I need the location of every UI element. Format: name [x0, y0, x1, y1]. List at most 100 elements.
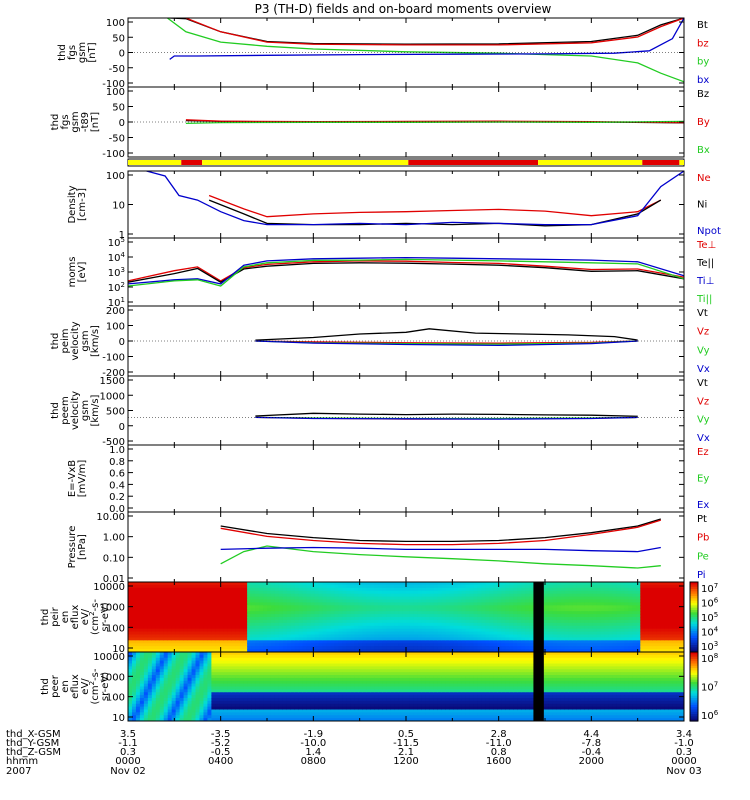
- spectrogram-cell: [263, 692, 268, 696]
- spectrogram-cell: [330, 611, 336, 615]
- spectrogram-cell: [660, 611, 665, 615]
- spectrogram-cell: [509, 646, 514, 650]
- spectrogram-cell: [465, 599, 471, 604]
- spectrogram-cell: [457, 590, 463, 595]
- spectrogram-cell: [465, 584, 471, 589]
- spectrogram-cell: [648, 605, 653, 609]
- spectrogram-cell: [247, 582, 252, 586]
- spectrogram-cell: [219, 628, 224, 633]
- spectrogram-cell: [290, 683, 296, 688]
- spectrogram-cell: [135, 654, 141, 659]
- spectrogram-cell: [294, 712, 300, 716]
- spectrogram-cell: [302, 669, 308, 673]
- spectrogram-cell: [668, 622, 673, 627]
- spectrogram-cell: [552, 584, 558, 589]
- spectrogram-cell: [219, 643, 224, 647]
- spectrogram-cell: [386, 625, 391, 630]
- spectrogram-cell: [453, 637, 459, 641]
- spectrogram-cell: [485, 584, 490, 589]
- spectrogram-cell: [584, 611, 590, 615]
- colorbar-segment: [690, 598, 698, 602]
- spectrogram-cell: [255, 634, 260, 639]
- spectrogram-cell: [207, 686, 212, 690]
- spectrogram-cell: [314, 649, 320, 652]
- spectrogram-cell: [497, 619, 502, 624]
- spectrogram-cell: [139, 692, 145, 696]
- spectrogram-cell: [517, 640, 522, 644]
- spectrogram-cell: [485, 617, 490, 621]
- spectrogram-cell: [143, 706, 149, 711]
- spectrogram-cell: [270, 663, 276, 667]
- spectrogram-cell: [513, 614, 518, 618]
- spectrogram-cell: [282, 587, 288, 592]
- y-tick-label: 50: [112, 33, 125, 44]
- spectrogram-cell: [330, 649, 336, 652]
- spectrogram-cell: [183, 582, 189, 586]
- spectrogram-cell: [342, 596, 348, 601]
- spectrogram-cell: [298, 593, 304, 598]
- spectrogram-cell: [267, 709, 272, 713]
- spectrogram-cell: [151, 608, 157, 612]
- spectrogram-cell: [640, 608, 645, 612]
- spectrogram-cell: [477, 590, 483, 595]
- spectrogram-cell: [143, 608, 149, 612]
- spectrogram-cell: [382, 622, 387, 627]
- spectrogram-cell: [203, 643, 209, 647]
- spectrogram-cell: [243, 652, 248, 656]
- spectrogram-cell: [270, 584, 276, 589]
- spectrogram-cell: [294, 683, 300, 688]
- spectrogram-cell: [596, 643, 602, 647]
- spectrogram-cell: [267, 646, 272, 650]
- spectrogram-cell: [183, 703, 189, 708]
- spectrogram-cell: [215, 657, 220, 662]
- spectrogram-cell: [199, 646, 205, 650]
- spectrogram-cell: [211, 590, 216, 595]
- spectrogram-cell: [334, 617, 340, 621]
- spectrogram-cell: [147, 611, 153, 615]
- spectrogram-cell: [521, 649, 526, 652]
- spectrogram-cell: [195, 605, 201, 609]
- y-axis-label: [nT]: [90, 112, 101, 132]
- spectrogram-cell: [350, 605, 355, 609]
- spectrogram-cell: [624, 631, 629, 636]
- spectrogram-cell: [374, 649, 379, 652]
- spectrogram-cell: [362, 602, 367, 606]
- spectrogram-cell: [417, 625, 423, 630]
- spectrogram-cell: [199, 654, 205, 659]
- spectrogram-cell: [457, 622, 463, 627]
- spectrogram-cell: [223, 680, 228, 685]
- spectrogram-cell: [163, 672, 169, 676]
- spectrogram-cell: [374, 584, 379, 589]
- spectrogram-cell: [163, 646, 169, 650]
- spectrogram-cell: [338, 631, 344, 636]
- spectrogram-cell: [346, 617, 351, 621]
- spectrogram-cell: [616, 584, 622, 589]
- y-tick-label: 0.4: [109, 480, 125, 491]
- spectrogram-cell: [402, 622, 407, 627]
- spectrogram-cell: [552, 611, 558, 615]
- spectrogram-cell: [648, 602, 653, 606]
- spectrogram-cell: [243, 593, 248, 598]
- spectrogram-cell: [179, 646, 185, 650]
- spectrogram-cell: [211, 614, 216, 618]
- spectrogram-cell: [187, 663, 193, 667]
- spectrogram-cell: [247, 669, 252, 673]
- spectrogram-cell: [231, 703, 236, 708]
- spectrogram-cell: [592, 590, 598, 595]
- spectrogram-cell: [680, 614, 684, 618]
- spectrogram-cell: [568, 631, 574, 636]
- spectrogram-cell: [270, 715, 276, 719]
- spectrogram-cell: [207, 677, 212, 682]
- spectrogram-cell: [378, 596, 383, 601]
- spectrogram-cell: [338, 599, 344, 604]
- spectrogram-cell: [219, 596, 224, 601]
- spectrogram-cell: [270, 619, 276, 624]
- y-tick-label: 1000: [100, 603, 125, 614]
- spectrogram-cell: [509, 622, 514, 627]
- spectrogram-cell: [374, 605, 379, 609]
- spectrogram-cell: [568, 608, 574, 612]
- spectrogram-cell: [143, 582, 149, 586]
- spectrogram-cell: [159, 584, 165, 589]
- spectrogram-cell: [227, 695, 232, 699]
- spectrogram-cell: [465, 593, 471, 598]
